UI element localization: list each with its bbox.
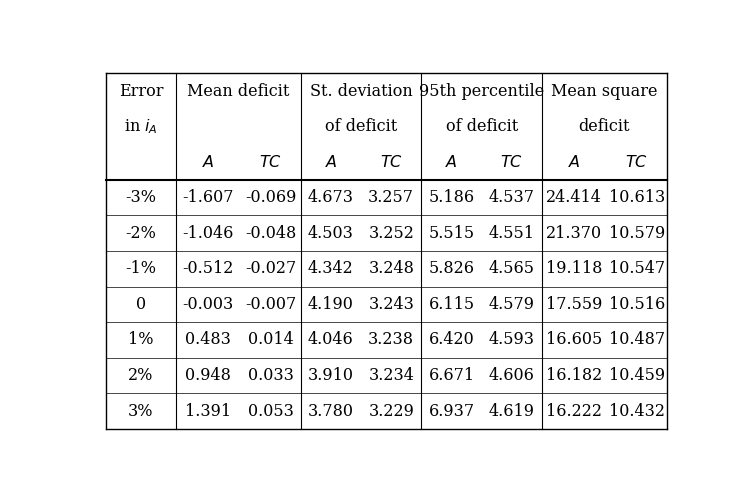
Text: -0.512: -0.512 (182, 260, 234, 278)
Text: 10.487: 10.487 (608, 331, 665, 348)
Text: -0.003: -0.003 (182, 296, 234, 313)
Text: St. deviation: St. deviation (310, 83, 412, 100)
Text: 4.046: 4.046 (308, 331, 354, 348)
Text: 16.222: 16.222 (547, 402, 602, 419)
Text: 4.619: 4.619 (489, 402, 535, 419)
Text: $A$: $A$ (568, 154, 581, 171)
Text: 1.391: 1.391 (185, 402, 231, 419)
Text: 4.503: 4.503 (308, 225, 354, 242)
Text: 4.593: 4.593 (489, 331, 535, 348)
Text: deficit: deficit (578, 118, 630, 135)
Text: -0.048: -0.048 (245, 225, 296, 242)
Text: Mean square: Mean square (551, 83, 657, 100)
Text: 0: 0 (136, 296, 146, 313)
Text: -1%: -1% (125, 260, 156, 278)
Text: 5.826: 5.826 (428, 260, 474, 278)
Text: 5.515: 5.515 (428, 225, 474, 242)
Text: $TC$: $TC$ (501, 154, 523, 171)
Text: 3.234: 3.234 (368, 367, 414, 384)
Text: -0.069: -0.069 (245, 189, 296, 206)
Text: Error: Error (118, 83, 163, 100)
Text: 3.238: 3.238 (368, 331, 414, 348)
Text: 3.229: 3.229 (368, 402, 414, 419)
Text: $A$: $A$ (445, 154, 458, 171)
Text: -1.607: -1.607 (182, 189, 234, 206)
Text: 4.673: 4.673 (308, 189, 354, 206)
Text: 10.516: 10.516 (608, 296, 665, 313)
Text: of deficit: of deficit (446, 118, 518, 135)
Text: 16.182: 16.182 (546, 367, 602, 384)
Text: of deficit: of deficit (325, 118, 397, 135)
Text: 19.118: 19.118 (546, 260, 602, 278)
Text: 16.605: 16.605 (546, 331, 602, 348)
Text: 0.053: 0.053 (248, 402, 293, 419)
Text: $TC$: $TC$ (625, 154, 648, 171)
Text: 1%: 1% (128, 331, 154, 348)
Text: 4.537: 4.537 (489, 189, 535, 206)
Text: 10.432: 10.432 (608, 402, 665, 419)
Text: 10.547: 10.547 (608, 260, 665, 278)
Text: $A$: $A$ (324, 154, 337, 171)
Text: -0.007: -0.007 (245, 296, 296, 313)
Text: 0.483: 0.483 (185, 331, 231, 348)
Text: 3.257: 3.257 (368, 189, 414, 206)
Text: 4.342: 4.342 (308, 260, 354, 278)
Text: 24.414: 24.414 (547, 189, 602, 206)
Text: 3.243: 3.243 (368, 296, 414, 313)
Text: -2%: -2% (125, 225, 156, 242)
Text: 0.948: 0.948 (185, 367, 231, 384)
Text: $TC$: $TC$ (259, 154, 282, 171)
Text: 4.190: 4.190 (308, 296, 354, 313)
Text: $TC$: $TC$ (380, 154, 403, 171)
Text: 6.420: 6.420 (428, 331, 474, 348)
Text: in $i_A$: in $i_A$ (124, 117, 158, 136)
Text: 6.671: 6.671 (428, 367, 474, 384)
Text: 10.459: 10.459 (608, 367, 665, 384)
Text: Mean deficit: Mean deficit (187, 83, 290, 100)
Text: 0.033: 0.033 (248, 367, 293, 384)
Text: 4.606: 4.606 (489, 367, 535, 384)
Text: 3.248: 3.248 (368, 260, 414, 278)
Text: 6.115: 6.115 (428, 296, 474, 313)
Text: 17.559: 17.559 (546, 296, 602, 313)
Text: 4.579: 4.579 (489, 296, 535, 313)
Text: 6.937: 6.937 (428, 402, 474, 419)
Text: -3%: -3% (125, 189, 156, 206)
Text: 2%: 2% (128, 367, 154, 384)
Text: -1.046: -1.046 (182, 225, 234, 242)
Text: -0.027: -0.027 (245, 260, 296, 278)
Text: 3.780: 3.780 (308, 402, 354, 419)
Text: 0.014: 0.014 (248, 331, 293, 348)
Text: 4.565: 4.565 (489, 260, 535, 278)
Text: 3.910: 3.910 (308, 367, 354, 384)
Text: 10.579: 10.579 (608, 225, 665, 242)
Text: 10.613: 10.613 (608, 189, 665, 206)
Text: 5.186: 5.186 (428, 189, 474, 206)
Text: 3%: 3% (128, 402, 154, 419)
Text: 3.252: 3.252 (368, 225, 414, 242)
Text: 21.370: 21.370 (546, 225, 602, 242)
Text: $A$: $A$ (202, 154, 214, 171)
Text: 4.551: 4.551 (489, 225, 535, 242)
Text: 95th percentile: 95th percentile (419, 83, 544, 100)
